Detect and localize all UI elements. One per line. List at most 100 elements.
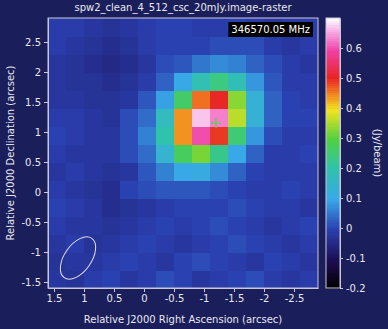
cell bbox=[84, 198, 103, 217]
cell bbox=[84, 144, 103, 163]
cell bbox=[102, 180, 121, 199]
tick-label: -1.5 bbox=[21, 277, 41, 288]
tick-mark bbox=[294, 288, 295, 292]
cell bbox=[246, 72, 265, 91]
cell bbox=[138, 180, 157, 199]
cell bbox=[84, 108, 103, 127]
cell bbox=[300, 72, 318, 91]
cell bbox=[192, 90, 211, 109]
cell bbox=[210, 180, 229, 199]
cell bbox=[156, 198, 175, 217]
cell bbox=[264, 198, 283, 217]
tick-label: -0.5 bbox=[165, 293, 185, 304]
tick-label: 0.4 bbox=[346, 103, 362, 114]
cell bbox=[48, 234, 67, 253]
tick: -1 bbox=[31, 247, 48, 258]
cell bbox=[156, 252, 175, 271]
plot-area bbox=[48, 18, 318, 288]
cell bbox=[228, 234, 247, 253]
tick-label: 1.5 bbox=[25, 97, 41, 108]
tick-label: 0 bbox=[35, 187, 41, 198]
tick-label: 0.2 bbox=[346, 163, 362, 174]
cell bbox=[120, 144, 139, 163]
cell bbox=[48, 126, 67, 145]
cell bbox=[192, 234, 211, 253]
cell bbox=[48, 180, 67, 199]
cell bbox=[138, 18, 157, 37]
tick-label: 2 bbox=[35, 67, 41, 78]
tick: 0.5 bbox=[25, 157, 48, 168]
cell bbox=[174, 198, 193, 217]
cell bbox=[84, 72, 103, 91]
cell bbox=[192, 144, 211, 163]
cell bbox=[174, 54, 193, 73]
cell bbox=[264, 144, 283, 163]
cell bbox=[210, 18, 229, 37]
cell bbox=[120, 216, 139, 235]
cell bbox=[138, 234, 157, 253]
x-axis: 1.510.50-0.5-1-1.5-2-2.5 bbox=[47, 288, 319, 304]
cell bbox=[48, 72, 67, 91]
tick-label: 0.6 bbox=[346, 43, 362, 54]
tick-mark bbox=[44, 42, 48, 43]
cell bbox=[210, 252, 229, 271]
cell bbox=[282, 144, 301, 163]
title: spw2_clean_4_512_csc_20mJy.image-raster bbox=[74, 2, 292, 14]
cell bbox=[246, 54, 265, 73]
cell bbox=[192, 54, 211, 73]
cell bbox=[174, 234, 193, 253]
cell bbox=[156, 144, 175, 163]
cell bbox=[246, 36, 265, 55]
tick-mark bbox=[54, 288, 55, 292]
cell bbox=[300, 54, 318, 73]
annotation-box bbox=[228, 22, 313, 37]
cell bbox=[156, 18, 175, 37]
cell bbox=[84, 18, 103, 37]
cell bbox=[246, 90, 265, 109]
cell bbox=[228, 108, 247, 127]
cell bbox=[120, 234, 139, 253]
cell bbox=[156, 108, 175, 127]
cell bbox=[66, 126, 85, 145]
cell bbox=[102, 252, 121, 271]
cell bbox=[300, 216, 318, 235]
cell bbox=[174, 144, 193, 163]
tick: 0.6 bbox=[340, 43, 362, 54]
cell bbox=[228, 198, 247, 217]
cell bbox=[138, 144, 157, 163]
tick: 0.5 bbox=[340, 73, 362, 84]
cell bbox=[84, 90, 103, 109]
cell bbox=[174, 18, 193, 37]
colorbar-label: (Jy/beam) bbox=[372, 129, 383, 178]
cell bbox=[120, 198, 139, 217]
cell bbox=[264, 126, 283, 145]
tick-label: -1 bbox=[31, 247, 41, 258]
cell bbox=[120, 270, 139, 288]
cell bbox=[84, 126, 103, 145]
tick-mark bbox=[114, 288, 115, 292]
cell bbox=[156, 162, 175, 181]
cell bbox=[264, 234, 283, 253]
cell bbox=[138, 108, 157, 127]
cell bbox=[66, 36, 85, 55]
cell bbox=[192, 18, 211, 37]
axis-line bbox=[49, 288, 319, 289]
tick-label: -0.1 bbox=[346, 253, 366, 264]
cell bbox=[174, 252, 193, 271]
chart: 1.510.50-0.5-1-1.5-2-2.5-1.5-1-0.500.511… bbox=[0, 0, 388, 329]
tick-label: -2.5 bbox=[285, 293, 305, 304]
cell bbox=[264, 54, 283, 73]
annotation: 346570.05 MHz bbox=[228, 22, 313, 37]
cell bbox=[300, 270, 318, 288]
cell bbox=[282, 126, 301, 145]
cell bbox=[102, 234, 121, 253]
cell bbox=[192, 36, 211, 55]
cell bbox=[282, 90, 301, 109]
tick: 1.5 bbox=[25, 97, 48, 108]
cell bbox=[174, 126, 193, 145]
cell bbox=[300, 126, 318, 145]
cell bbox=[174, 270, 193, 288]
cell bbox=[102, 54, 121, 73]
cell bbox=[102, 126, 121, 145]
cell bbox=[228, 216, 247, 235]
